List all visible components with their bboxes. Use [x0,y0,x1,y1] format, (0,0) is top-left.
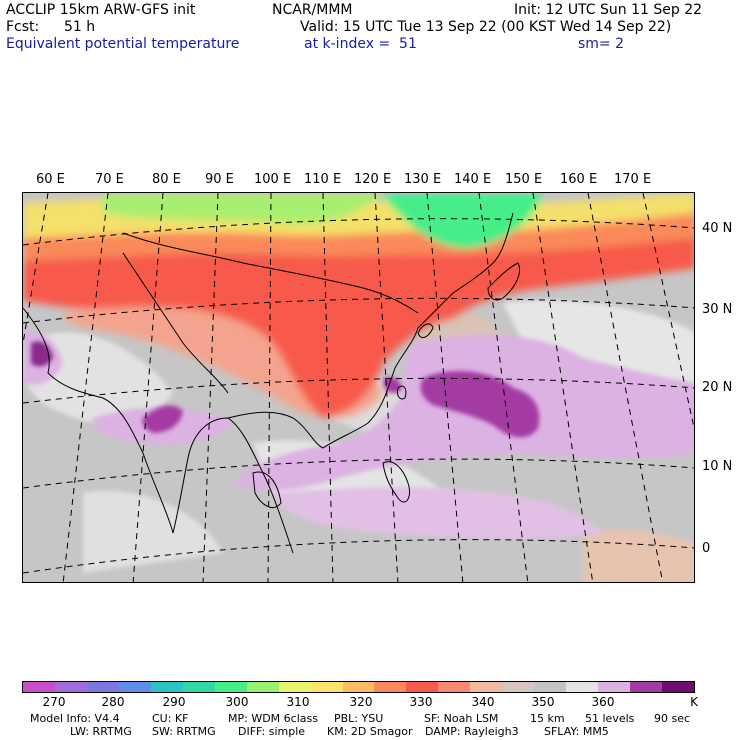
colorbar-swatch [150,682,183,692]
footer-cu: CU: KF [152,712,189,725]
footer-mp: MP: WDM 6class [228,712,318,725]
colorbar-tick: 330 [409,695,433,709]
field-light-grey [23,332,173,424]
field-dark-purple [31,341,53,367]
smoothing-info: sm= 2 [578,36,625,52]
footer-pbl: PBL: YSU [334,712,384,725]
valid-time: Valid: 15 UTC Tue 13 Sep 22 (00 KST Wed … [300,19,672,35]
colorbar-tick: 290 [162,695,186,709]
footer-timestep: 90 sec [654,712,691,725]
graticule [23,193,694,582]
organization: NCAR/MMM [272,2,353,18]
field-dark-purple [142,405,183,433]
level-info: at k-index = 51 [304,36,417,52]
colorbar-swatch [118,682,151,692]
field-red [23,223,694,418]
colorbar-swatch [534,682,567,692]
field-light-grey [503,300,694,396]
coastline [23,307,294,554]
lat-label: 20 N [702,380,733,395]
coastline [417,212,514,329]
colorbar-tick: 350 [531,695,555,709]
coastline [122,252,229,394]
colorbar-swatch [342,682,375,692]
colorbar-swatch [406,682,439,692]
lon-label: 110 E [304,172,342,187]
lon-label: 120 E [354,172,392,187]
footer-resolution: 15 km [530,712,565,725]
colorbar-swatch [662,682,695,692]
colorbar-swatch [598,682,631,692]
colorbar-swatch [374,682,407,692]
lon-label: 170 E [614,172,652,187]
lat-label: 30 N [702,302,733,317]
footer-damp: DAMP: Rayleigh3 [425,725,519,738]
field-dark-purple [420,370,540,438]
colorbar [22,681,695,693]
colorbar-swatch [502,682,535,692]
colorbar-swatch [214,682,247,692]
colorbar-swatch [23,682,55,692]
lat-label: 40 N [702,221,733,236]
lat-label: 10 N [702,459,733,474]
lon-label: 90 E [205,172,234,187]
model-title: ACCLIP 15km ARW-GFS init [6,2,196,18]
colorbar-swatch [566,682,599,692]
lon-label: 130 E [404,172,442,187]
lat-label: 0 [702,541,711,556]
lon-label: 150 E [505,172,543,187]
footer-km: KM: 2D Smagor [327,725,413,738]
footer-model-info: Model Info: V4.4 [30,712,120,725]
footer-lw: LW: RRTMG [70,725,132,738]
field-name: Equivalent potential temperature [6,36,240,52]
coastline [227,327,419,449]
graticule-line [23,193,49,347]
footer-sf: SF: Noah LSM [424,712,499,725]
coastline [382,461,411,503]
colorbar-swatch [246,682,279,692]
colorbar-swatch [182,682,215,692]
coastline [417,323,434,339]
colorbar-tick: 320 [349,695,373,709]
footer-sw: SW: RRTMG [152,725,216,738]
lon-label: 160 E [560,172,598,187]
colorbar-swatch [278,682,311,692]
colorbar-tick: 270 [42,695,66,709]
lon-label: 70 E [95,172,124,187]
colorbar-tick: 340 [471,695,495,709]
forecast-hour: 51 h [64,19,96,35]
footer-diff: DIFF: simple [238,725,306,738]
coastline [122,232,419,314]
init-time: Init: 12 UTC Sun 11 Sep 22 [514,2,703,18]
colorbar-tick: 280 [101,695,125,709]
lon-label: 140 E [454,172,492,187]
colorbar-swatch [54,682,87,692]
theta-e-map [22,192,695,583]
footer-levels: 51 levels [585,712,635,725]
colorbar-swatch [630,682,663,692]
field-lime [103,193,383,224]
field-green [383,193,543,249]
lon-label: 80 E [152,172,181,187]
colorbar-tick: 360 [591,695,615,709]
colorbar-swatch [310,682,343,692]
graticule-line [587,193,664,582]
footer-sflay: SFLAY: MM5 [544,725,609,738]
forecast-label: Fcst: [6,19,40,35]
colorbar-unit: K [690,695,698,709]
colorbar-swatch [86,682,119,692]
coastline [397,385,407,400]
coastline [252,471,282,508]
coastline [487,262,520,301]
field-tan [583,528,694,582]
colorbar-tick: 300 [225,695,249,709]
graticule-line [642,193,694,430]
colorbar-tick: 310 [286,695,310,709]
colorbar-swatch [438,682,471,692]
lon-label: 60 E [36,172,65,187]
coastlines [23,212,520,554]
lon-label: 100 E [254,172,292,187]
colorbar-swatch [470,682,503,692]
